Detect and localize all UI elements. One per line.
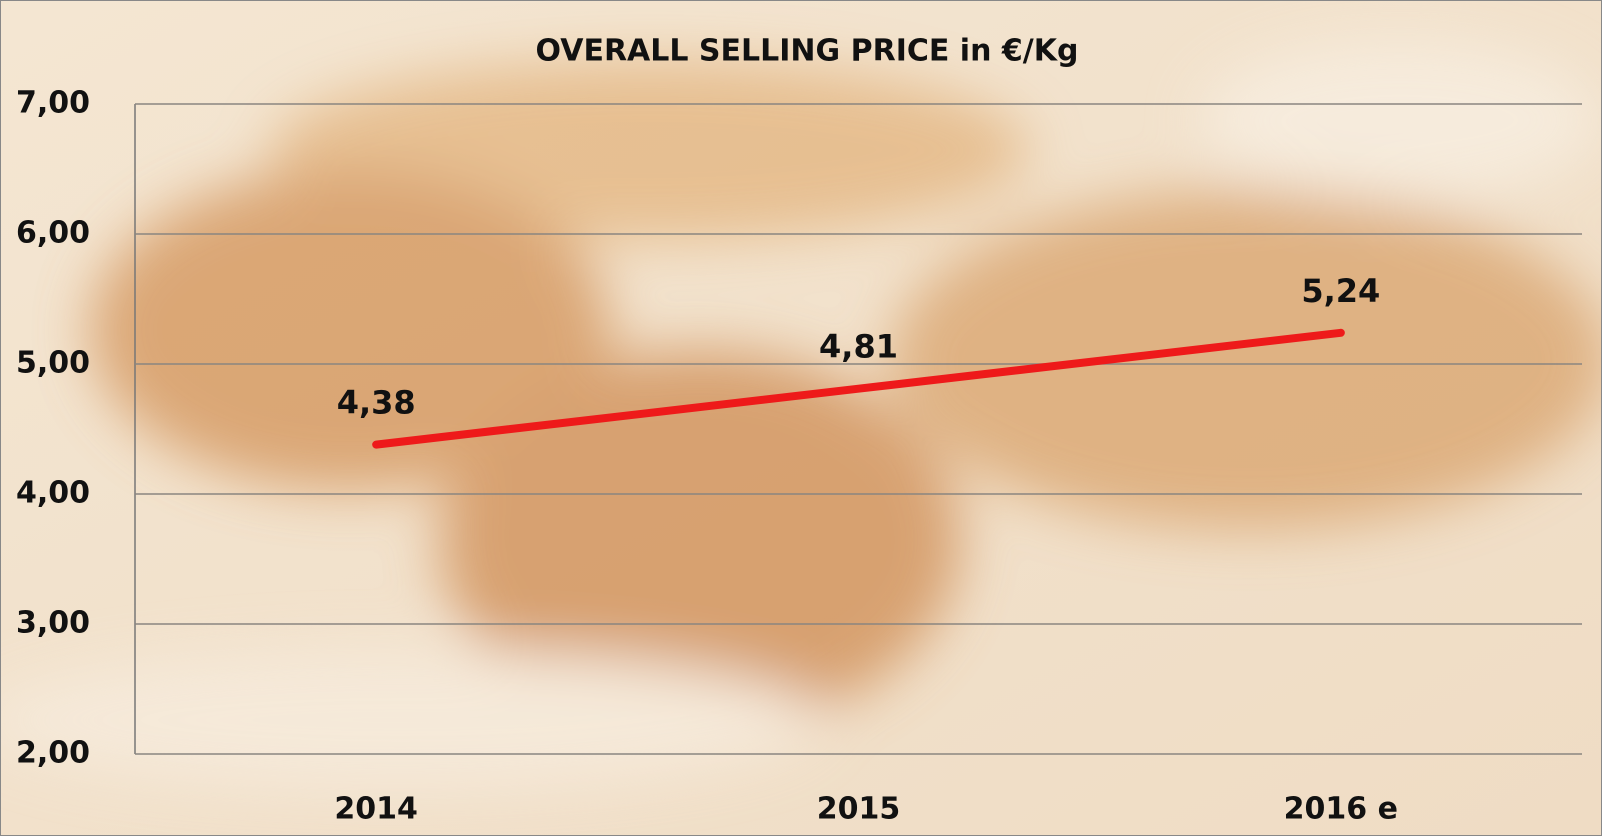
- data-label: 4,38: [337, 384, 416, 422]
- background: [0, 0, 1602, 836]
- x-tick-label: 2016 e: [1284, 792, 1398, 827]
- y-tick-label: 4,00: [16, 476, 90, 511]
- croissant-shape: [890, 190, 1602, 530]
- y-tick-label: 6,00: [16, 216, 90, 251]
- chart: OVERALL SELLING PRICE in €/Kg 2,00 3,00 4,…: [0, 0, 1602, 836]
- y-tick-label: 5,00: [16, 346, 90, 381]
- data-label: 4,81: [819, 328, 898, 366]
- x-tick-label: 2014: [334, 792, 418, 827]
- plate-shape: [0, 650, 820, 790]
- y-tick-label: 2,00: [16, 736, 90, 771]
- page: OVERALL SELLING PRICE in €/Kg 2,00 3,00 4,…: [0, 0, 1602, 836]
- data-label: 5,24: [1301, 272, 1380, 310]
- x-tick-label: 2015: [817, 792, 901, 827]
- chart-title: OVERALL SELLING PRICE in €/Kg: [536, 34, 1079, 69]
- y-tick-label: 7,00: [16, 86, 90, 121]
- highlight-shape: [1200, 40, 1600, 200]
- y-tick-label: 3,00: [16, 606, 90, 641]
